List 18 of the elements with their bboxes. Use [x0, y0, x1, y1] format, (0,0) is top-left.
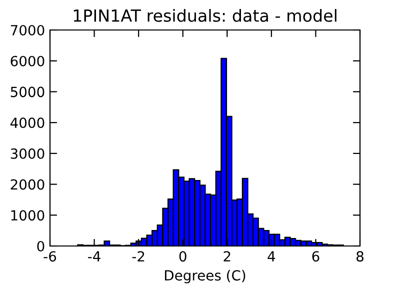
x-tick-label: -4 — [88, 251, 100, 262]
y-tick-label: 3000 — [10, 148, 44, 159]
x-tick-label: 2 — [224, 251, 230, 262]
y-tick-label: 5000 — [10, 86, 44, 98]
x-tick-label: 8 — [356, 251, 364, 262]
x-axis-title: Degrees (C) — [164, 270, 246, 284]
x-tick-label: 4 — [268, 251, 276, 262]
x-tick-label: -6 — [44, 251, 56, 262]
x-tick-label: 6 — [312, 251, 320, 262]
y-tick-label: 6000 — [10, 56, 44, 66]
y-tick-label: 1000 — [11, 210, 44, 221]
x-tick-label: -2 — [132, 251, 144, 262]
y-tick-label: 0 — [37, 240, 44, 252]
x-tick-label: 0 — [179, 251, 186, 262]
y-tick-label: 2000 — [10, 179, 44, 190]
y-tick-label: 7000 — [10, 24, 44, 36]
y-tick-label: 4000 — [10, 118, 44, 128]
chart-title: 1PIN1AT residuals: data - model — [74, 9, 336, 22]
